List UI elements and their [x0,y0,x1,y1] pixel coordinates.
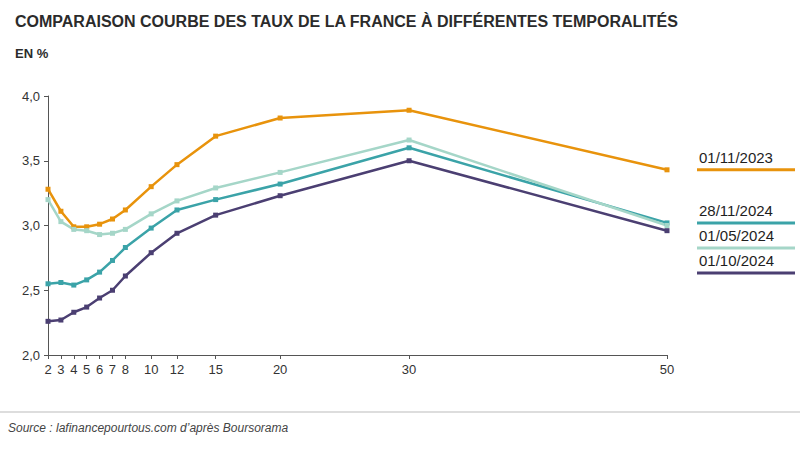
svg-text:Source : lafinancepourtous.com: Source : lafinancepourtous.com d’après B… [8,421,288,435]
svg-text:28/11/2024: 28/11/2024 [699,202,773,219]
svg-text:50: 50 [660,362,674,377]
svg-text:20: 20 [273,362,287,377]
svg-text:COMPARAISON COURBE DES TAUX DE: COMPARAISON COURBE DES TAUX DE LA FRANCE… [15,12,678,30]
svg-text:01/11/2023: 01/11/2023 [699,149,773,166]
svg-text:3: 3 [57,362,64,377]
svg-text:01/05/2024: 01/05/2024 [699,227,774,244]
svg-text:6: 6 [96,362,103,377]
svg-text:2: 2 [44,362,51,377]
svg-text:5: 5 [83,362,90,377]
svg-text:4: 4 [70,362,77,377]
svg-text:4,0: 4,0 [22,89,40,104]
svg-text:3,0: 3,0 [22,218,40,233]
svg-text:01/10/2024: 01/10/2024 [699,252,774,269]
svg-text:12: 12 [170,362,184,377]
svg-text:10: 10 [144,362,158,377]
svg-text:15: 15 [208,362,222,377]
svg-text:3,5: 3,5 [22,153,40,168]
svg-text:7: 7 [109,362,116,377]
svg-text:2,0: 2,0 [22,348,40,363]
svg-text:EN %: EN % [15,46,49,61]
svg-text:30: 30 [402,362,416,377]
svg-text:2,5: 2,5 [22,283,40,298]
svg-text:8: 8 [122,362,129,377]
